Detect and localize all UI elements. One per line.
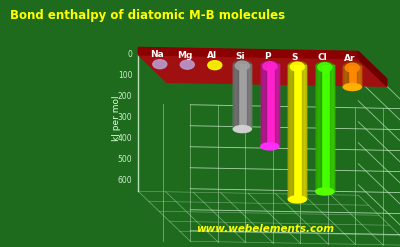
Bar <box>233 64 251 129</box>
Ellipse shape <box>153 60 167 69</box>
Text: Na: Na <box>150 50 164 59</box>
Text: Mg: Mg <box>177 51 192 60</box>
Text: www.webelements.com: www.webelements.com <box>196 224 334 234</box>
Ellipse shape <box>316 188 334 195</box>
Ellipse shape <box>345 63 359 72</box>
Text: Si: Si <box>235 52 244 61</box>
Text: 0: 0 <box>127 50 132 59</box>
Text: 300: 300 <box>118 113 132 122</box>
Ellipse shape <box>263 62 277 71</box>
Bar <box>357 66 361 87</box>
Ellipse shape <box>288 196 306 203</box>
Ellipse shape <box>261 143 279 150</box>
Text: Ar: Ar <box>344 54 356 63</box>
Ellipse shape <box>290 62 304 71</box>
Ellipse shape <box>316 62 334 69</box>
Text: S: S <box>292 53 298 62</box>
Polygon shape <box>138 47 358 59</box>
Text: P: P <box>264 52 270 61</box>
Ellipse shape <box>233 126 251 133</box>
Ellipse shape <box>288 62 306 68</box>
Bar <box>316 65 334 191</box>
Polygon shape <box>138 55 387 86</box>
Bar <box>343 66 361 87</box>
Text: 100: 100 <box>118 71 132 80</box>
Ellipse shape <box>208 61 222 70</box>
Ellipse shape <box>261 61 279 68</box>
Bar <box>261 64 279 146</box>
Text: kJ per mol: kJ per mol <box>112 95 121 141</box>
Text: Al: Al <box>207 51 217 60</box>
Bar <box>288 65 306 199</box>
Text: Cl: Cl <box>317 53 327 62</box>
Bar <box>316 65 321 191</box>
Text: 200: 200 <box>118 92 132 101</box>
Text: 400: 400 <box>118 134 132 143</box>
Bar <box>275 64 279 146</box>
Polygon shape <box>358 51 387 86</box>
Ellipse shape <box>235 61 249 70</box>
Bar <box>302 65 306 199</box>
Ellipse shape <box>233 61 251 67</box>
Text: Bond enthalpy of diatomic M-B molecules: Bond enthalpy of diatomic M-B molecules <box>10 9 285 22</box>
Ellipse shape <box>343 83 361 90</box>
Ellipse shape <box>318 63 332 72</box>
Bar <box>343 66 348 87</box>
Text: 600: 600 <box>118 176 132 185</box>
Ellipse shape <box>180 60 194 69</box>
Bar <box>233 64 238 129</box>
Bar <box>247 64 251 129</box>
Ellipse shape <box>343 62 361 69</box>
Bar <box>330 65 334 191</box>
Bar <box>288 65 293 199</box>
Bar <box>261 64 266 146</box>
Text: 500: 500 <box>118 155 132 164</box>
